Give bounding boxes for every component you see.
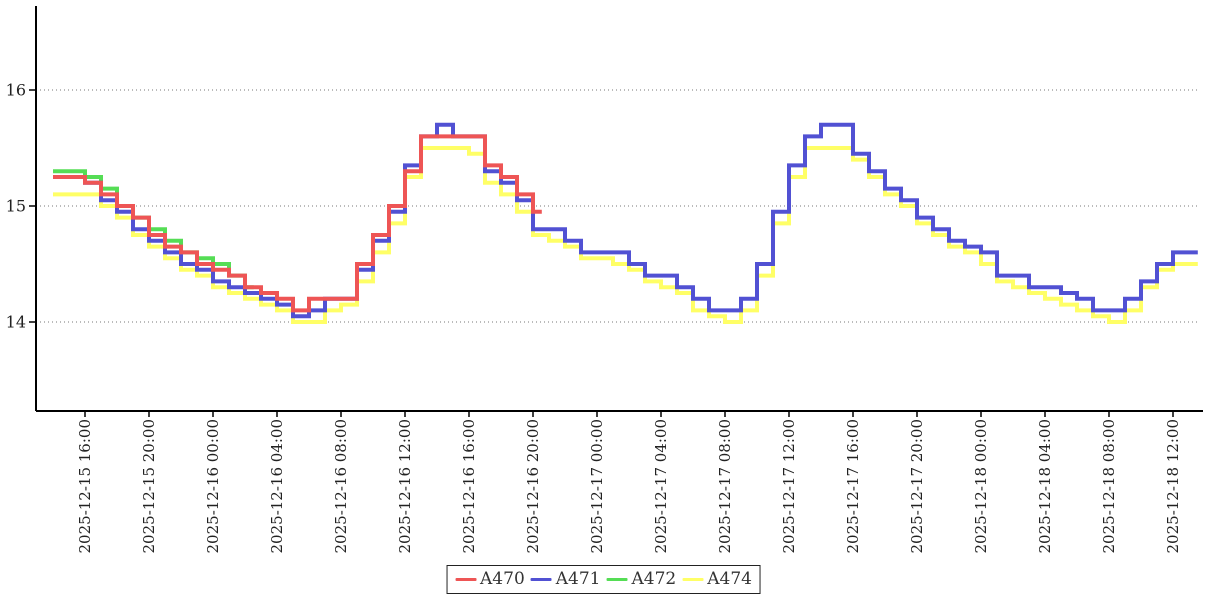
axis-spines: [35, 6, 1203, 412]
legend-item-a471: A471: [530, 568, 601, 590]
legend-label-a470: A470: [480, 569, 525, 589]
series-line-a474: [53, 146, 1198, 324]
x-tick-label: 2025-12-15 20:00: [140, 419, 158, 553]
legend-label-a471: A471: [555, 569, 601, 589]
x-tick-label: 2025-12-16 00:00: [204, 419, 222, 553]
x-tick-label: 2025-12-16 16:00: [460, 419, 478, 553]
x-tick-label: 2025-12-16 04:00: [268, 419, 286, 553]
x-tick-label: 2025-12-16 08:00: [332, 419, 350, 553]
series-line-a472: [53, 169, 254, 290]
x-tick-label: 2025-12-17 16:00: [844, 419, 862, 553]
legend-label-a472: A472: [631, 569, 677, 589]
x-tick-label: 2025-12-15 16:00: [76, 419, 94, 553]
series-line-a471: [53, 122, 1198, 319]
legend-item-a472: A472: [606, 568, 677, 590]
x-tick-label: 2025-12-18 12:00: [1164, 419, 1182, 553]
y-tick-label: 15: [6, 197, 26, 216]
x-tick-label: 2025-12-17 12:00: [780, 419, 798, 553]
x-axis-ticks: 2025-12-15 16:00 2025-12-15 20:00 2025-12-…: [76, 411, 1182, 553]
x-tick-label: 2025-12-17 20:00: [908, 419, 926, 553]
series-lines: [53, 122, 1198, 324]
legend-swatch-a470: [455, 577, 477, 581]
legend-swatch-a471: [530, 577, 552, 581]
legend-swatch-a474: [682, 577, 704, 581]
x-tick-label: 2025-12-16 20:00: [524, 419, 542, 553]
y-tick-label: 14: [6, 313, 26, 332]
x-tick-label: 2025-12-17 00:00: [588, 419, 606, 553]
x-tick-label: 2025-12-18 08:00: [1100, 419, 1118, 553]
legend-item-a470: A470: [455, 568, 525, 590]
y-axis-ticks: 16 15 14: [6, 81, 36, 332]
x-tick-label: 2025-12-18 00:00: [972, 419, 990, 553]
x-tick-label: 2025-12-17 04:00: [652, 419, 670, 553]
legend-item-a474: A474: [682, 568, 752, 590]
legend-label-a474: A474: [707, 569, 752, 589]
x-tick-label: 2025-12-18 04:00: [1036, 419, 1054, 553]
y-tick-label: 16: [6, 81, 26, 100]
x-tick-label: 2025-12-16 12:00: [396, 419, 414, 553]
series-line-a470: [53, 134, 542, 313]
legend: A470 A471 A472 A474: [446, 565, 761, 594]
x-tick-label: 2025-12-17 08:00: [716, 419, 734, 553]
legend-swatch-a472: [606, 577, 628, 581]
